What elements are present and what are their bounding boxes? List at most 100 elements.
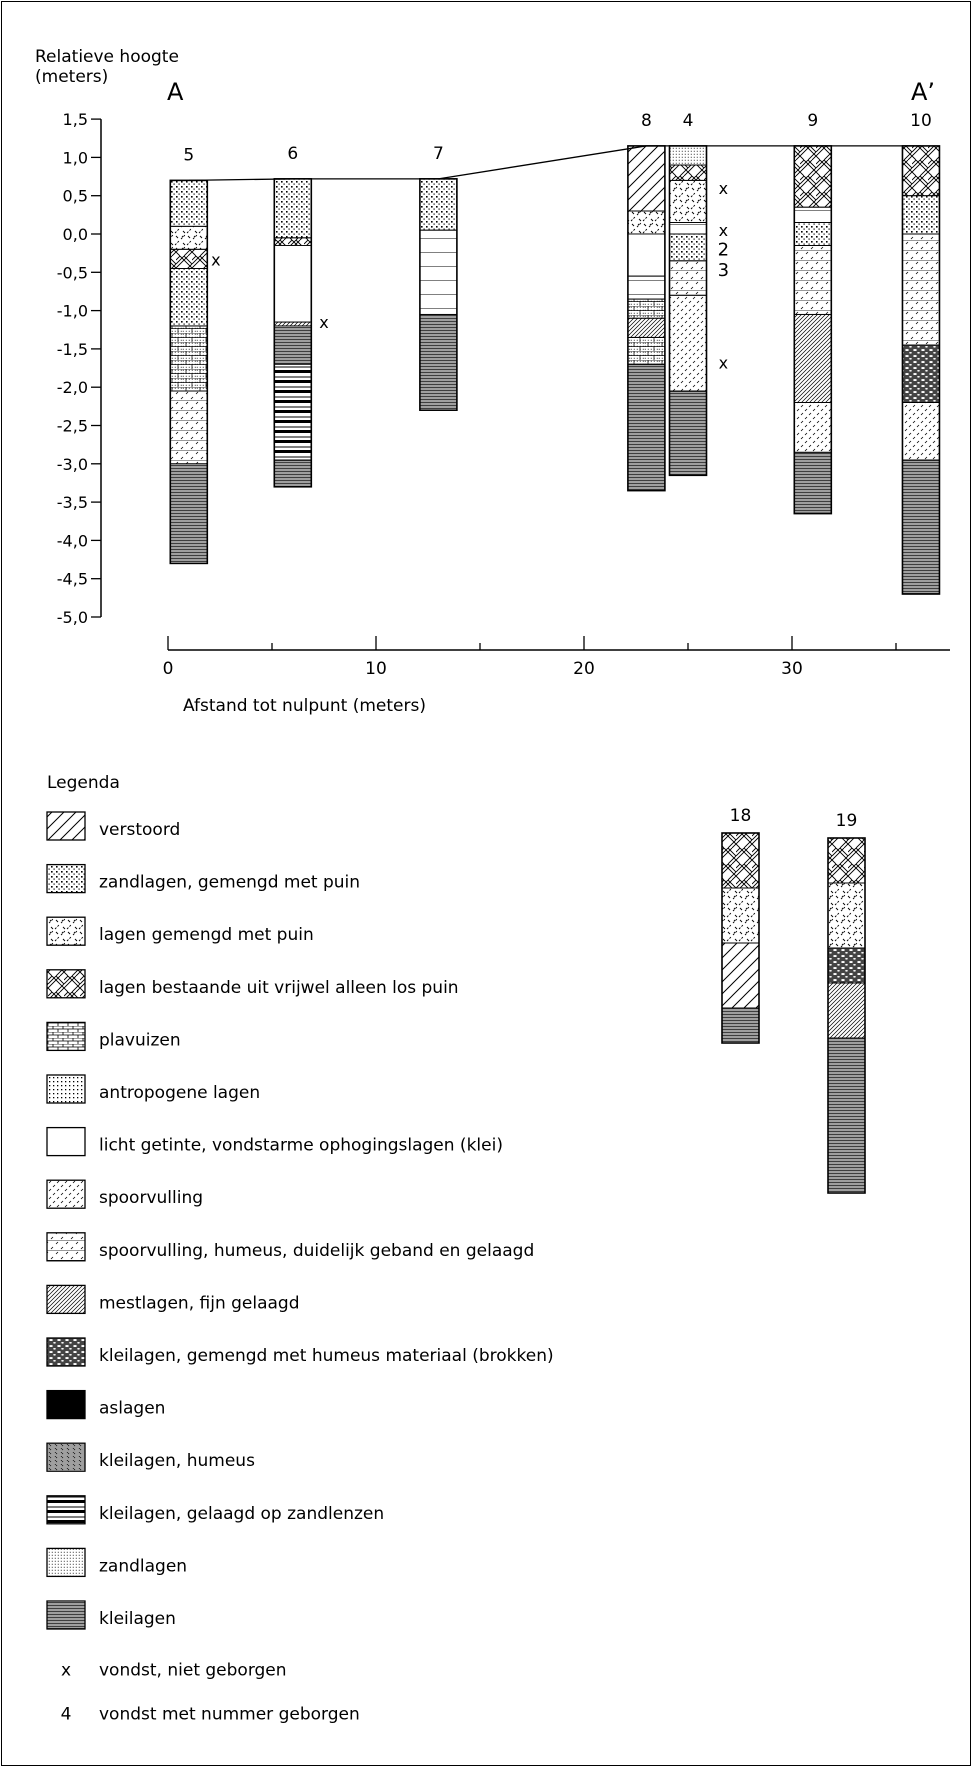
legend-item-label: verstoord (99, 820, 180, 840)
layer-hatchbr (902, 145, 940, 197)
x-tick-label: 30 (781, 659, 803, 679)
layer-dotted (902, 195, 940, 235)
layer-klei (721, 1007, 760, 1044)
y-tick-label: -5,0 (57, 608, 88, 627)
boring-4: 4 (668, 111, 708, 477)
layer-mest (273, 321, 312, 327)
boring-9-outline (793, 145, 833, 515)
legend-item-label: mestlagen, fijn gelaagd (99, 1293, 300, 1313)
layer-hatchbr (827, 837, 866, 884)
layer-cross (627, 210, 666, 235)
layer-dotted (419, 178, 458, 231)
layer-dotted (169, 179, 208, 227)
boring-7-outline (419, 178, 458, 411)
boring-10: 10 (901, 111, 941, 595)
layer-zandlens (273, 363, 312, 461)
boring-label: 19 (836, 811, 858, 831)
y-axis-ticks: 1,5 1,0 0,5 0,0 -0,5 -1,0 -1,5 -2,0 -2,5 -3,0 -3,5… (57, 110, 101, 627)
layer-klei (627, 363, 666, 492)
layer-dotted (273, 178, 312, 239)
layer-spoor2 (793, 245, 832, 315)
y-tick-label: -0,5 (57, 263, 88, 282)
layer-hatchbr (169, 248, 208, 269)
x-tick-label: 10 (365, 659, 387, 679)
x-tick-label: 20 (573, 659, 595, 679)
layer-dotted (669, 233, 707, 262)
layer-hatchbr (793, 145, 832, 208)
boring-5: 5 (169, 145, 209, 565)
legend-symbol-label: vondst met nummer geborgen (99, 1705, 360, 1725)
layer-klei (273, 459, 312, 488)
boring-19: 19 (827, 811, 866, 1194)
layer-zand (669, 145, 707, 166)
y-tick-label: -1,5 (57, 340, 88, 359)
legend-item-label: kleilagen, gelaagd op zandlenzen (99, 1504, 384, 1524)
legend-item-label: kleilagen (99, 1609, 176, 1629)
legend-title: Legenda (47, 773, 120, 793)
layer-mest (793, 313, 832, 403)
layer-cross (721, 887, 760, 944)
y-tick-label: 1,0 (63, 148, 88, 167)
extra-borings: 18 19 (721, 806, 866, 1194)
boring-9: 9 (793, 111, 833, 515)
boring-6: 6 (273, 144, 313, 488)
legend: verstoord zandlagen, gemengd met puin lage… (46, 811, 554, 1725)
legend-swatch-humbrok (46, 1337, 86, 1367)
boring-label: 4 (683, 111, 694, 131)
layer-spoor (669, 294, 707, 392)
layer-klei (827, 1037, 866, 1194)
layer-cross (669, 179, 707, 223)
legend-item-label: lagen bestaande uit vrijwel alleen los p… (99, 978, 459, 998)
layer-cross (169, 225, 208, 250)
layer-empty (627, 233, 666, 277)
layer-spoor2 (669, 260, 707, 296)
legend-swatch-dotted (46, 863, 86, 894)
find-unrecovered-marker: x (211, 250, 220, 269)
layer-hatchbr (721, 832, 760, 889)
layer-klei (419, 313, 458, 411)
layer-lines (627, 275, 666, 300)
layer-spoor (793, 402, 832, 453)
legend-swatch-spoor (46, 1179, 86, 1209)
find-unrecovered-marker: x (719, 179, 728, 198)
layer-hatchbr (669, 164, 707, 181)
boring-label: 10 (910, 111, 932, 131)
y-tick-label: -4,0 (57, 531, 88, 550)
layer-mest (627, 317, 666, 338)
legend-symbol-label: vondst, niet geborgen (99, 1661, 287, 1681)
boring-5-outline (169, 179, 209, 565)
layer-humbrok (827, 947, 866, 984)
y-tick-label: 0,0 (63, 225, 88, 244)
legend-swatch-zand (46, 1547, 86, 1578)
legend-swatch-tile (46, 1021, 86, 1052)
layer-diag (721, 942, 760, 1009)
layer-dotted (169, 268, 208, 327)
boring-19-outline (827, 837, 866, 1194)
y-tick-label: -2,5 (57, 417, 88, 436)
legend-swatch-zandlens (46, 1495, 86, 1525)
layer-empty (273, 245, 312, 323)
layer-klei (273, 325, 312, 365)
layer-hatchbr (273, 237, 312, 246)
legend-symbol: x (61, 1661, 71, 1681)
legend-item-label: plavuizen (99, 1030, 181, 1050)
legend-item-label: spoorvulling (99, 1188, 203, 1208)
find-number-label: 2 (718, 239, 729, 260)
boring-label: 18 (730, 806, 752, 826)
legend-swatch-kleihum (46, 1442, 86, 1472)
x-axis-title: Afstand tot nulpunt (meters) (183, 696, 426, 716)
boring-10-outline (901, 145, 941, 595)
legend-item-label: aslagen (99, 1399, 165, 1419)
y-tick-label: 1,5 (63, 110, 88, 129)
boring-8-outline (627, 145, 666, 492)
legend-item-label: zandlagen, gemengd met puin (99, 873, 360, 893)
layer-lines (793, 206, 832, 223)
layer-mest (827, 982, 866, 1039)
legend-swatch-cross (46, 916, 86, 946)
layer-spoor2 (169, 390, 208, 465)
legend-swatch-klei (46, 1600, 86, 1630)
boring-label: 6 (287, 144, 298, 164)
legend-swatch-hatchbr (46, 969, 86, 999)
